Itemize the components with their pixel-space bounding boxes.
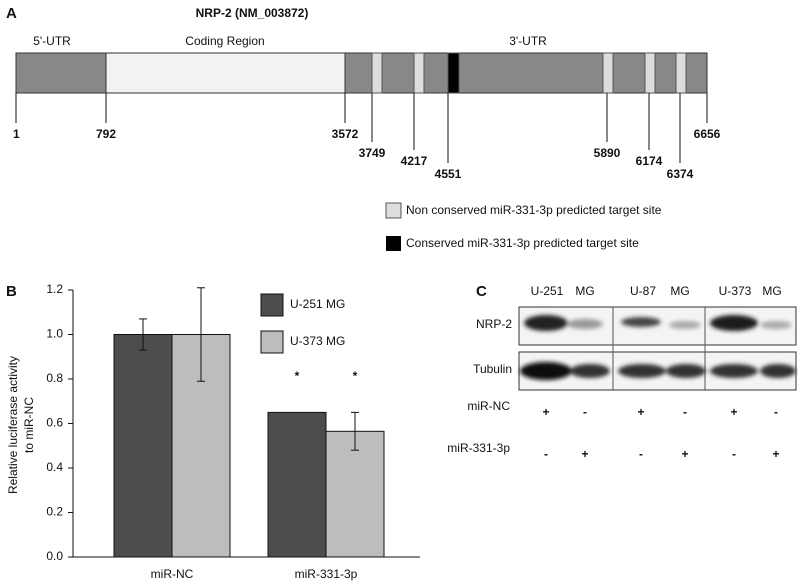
- treatment-sign: -: [583, 405, 587, 419]
- treatment-sign: +: [730, 405, 737, 419]
- cell-line-label: MG: [575, 284, 594, 298]
- region-label: Coding Region: [185, 34, 264, 48]
- position-label: 6656: [694, 127, 721, 141]
- position-label: 792: [96, 127, 116, 141]
- cell-line-label: U-87: [630, 284, 656, 298]
- region-label: 3'-UTR: [509, 34, 547, 48]
- treatment-sign: -: [774, 405, 778, 419]
- band: [567, 319, 603, 329]
- error-bar: [351, 411, 359, 451]
- treatment-sign: +: [772, 447, 779, 461]
- nonconserved-site: [602, 52, 614, 94]
- coding-segment: [105, 52, 346, 94]
- cell-line-label: U-373: [719, 284, 752, 298]
- band: [666, 364, 706, 378]
- legend-swatch: [385, 202, 402, 219]
- y-tick-label: 0.6: [46, 416, 63, 430]
- error-bar: [139, 318, 147, 351]
- treatment-sign: +: [542, 405, 549, 419]
- legend-label: U-373 MG: [290, 334, 345, 348]
- y-tick-label: 0.0: [46, 549, 63, 563]
- position-label: 5890: [594, 146, 621, 160]
- legend-swatch: [260, 293, 284, 317]
- nonconserved-site: [644, 52, 656, 94]
- legend-label: Conserved miR-331-3p predicted target si…: [406, 236, 639, 250]
- y-axis-label: to miR-NC: [22, 397, 36, 453]
- y-axis-label: Relative luciferase activity: [6, 356, 20, 494]
- cell-line-label: MG: [762, 284, 781, 298]
- position-label: 6174: [636, 154, 663, 168]
- x-tick-label: miR-NC: [151, 567, 194, 581]
- position-label: 4551: [435, 167, 462, 181]
- band: [520, 362, 572, 380]
- bar: [325, 430, 385, 558]
- band: [621, 317, 661, 327]
- utr5-segment: [15, 52, 107, 94]
- treatment-sign: +: [637, 405, 644, 419]
- legend-label: Non conserved miR-331-3p predicted targe…: [406, 203, 662, 217]
- target-sites: [371, 52, 687, 94]
- band: [618, 364, 666, 378]
- conserved-site: [447, 52, 460, 94]
- band: [669, 321, 701, 329]
- bar: [267, 411, 327, 558]
- treatment-sign: -: [544, 447, 548, 461]
- y-tick-label: 0.2: [46, 505, 63, 519]
- position-label: 3572: [332, 127, 359, 141]
- legend-swatch: [260, 330, 284, 354]
- band: [570, 364, 610, 378]
- bands: [520, 315, 796, 380]
- panel-label: B: [6, 283, 17, 300]
- treatment-sign: +: [581, 447, 588, 461]
- position-label: 6374: [667, 167, 694, 181]
- band: [524, 315, 568, 331]
- error-bar: [197, 287, 205, 382]
- blot-label: Tubulin: [473, 362, 512, 376]
- legend-swatch: [386, 236, 401, 251]
- position-label: 4217: [401, 154, 428, 168]
- panel-label: A: [6, 5, 17, 22]
- treatment-label: miR-331-3p: [447, 441, 510, 455]
- band: [710, 315, 758, 331]
- x-tick-label: miR-331-3p: [295, 567, 358, 581]
- band: [710, 364, 758, 378]
- blot-label: NRP-2: [476, 317, 512, 331]
- position-label: 1: [13, 127, 20, 141]
- treatment-sign: -: [639, 447, 643, 461]
- nonconserved-site: [371, 52, 383, 94]
- cell-line-label: MG: [670, 284, 689, 298]
- treatment-sign: -: [683, 405, 687, 419]
- bar: [113, 334, 173, 558]
- y-tick-label: 1.0: [46, 327, 63, 341]
- y-tick-label: 0.4: [46, 460, 63, 474]
- treatment-sign: +: [681, 447, 688, 461]
- annotation: *: [295, 369, 300, 383]
- position-label: 3749: [359, 146, 386, 160]
- legend-label: U-251 MG: [290, 297, 345, 311]
- nonconserved-site: [675, 52, 687, 94]
- cell-line-label: U-251: [531, 284, 564, 298]
- band: [760, 321, 792, 329]
- treatment-label: miR-NC: [467, 399, 510, 413]
- title: NRP-2 (NM_003872): [196, 6, 309, 20]
- y-tick-label: 0.8: [46, 371, 63, 385]
- band: [760, 364, 796, 378]
- blot-dividers: [612, 307, 706, 390]
- annotation: *: [353, 369, 358, 383]
- region-label: 5'-UTR: [33, 34, 71, 48]
- nonconserved-site: [413, 52, 425, 94]
- treatment-sign: -: [732, 447, 736, 461]
- y-tick-label: 1.2: [46, 282, 63, 296]
- panel-label: C: [476, 283, 487, 300]
